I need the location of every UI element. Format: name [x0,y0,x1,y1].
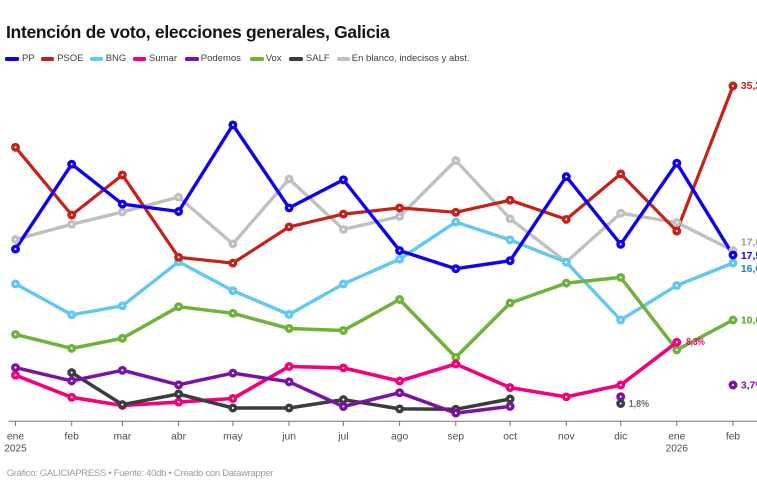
svg-text:10,6%: 10,6% [741,316,757,327]
svg-text:dic: dic [614,432,627,443]
svg-text:16,6%: 16,6% [741,264,757,275]
svg-text:sep: sep [447,432,464,443]
svg-text:35,2%: 35,2% [741,81,757,92]
svg-text:nov: nov [558,432,575,443]
svg-text:oct: oct [503,432,517,443]
svg-text:8,3%: 8,3% [686,337,705,348]
svg-text:feb: feb [726,432,741,443]
svg-text:mar: mar [114,432,132,443]
svg-text:jun: jun [281,432,296,443]
svg-text:2026: 2026 [666,443,689,454]
svg-text:ene: ene [668,432,685,443]
svg-text:17,5%: 17,5% [741,251,757,262]
svg-text:ago: ago [391,432,408,443]
svg-text:1,8%: 1,8% [629,399,649,410]
svg-text:may: may [223,432,243,443]
svg-text:2025: 2025 [4,443,27,454]
svg-text:abr: abr [171,432,186,443]
svg-text:ene: ene [7,432,24,443]
svg-text:17,8: 17,8 [741,238,757,249]
svg-text:jul: jul [337,432,348,443]
svg-text:3,7%: 3,7% [741,381,757,392]
svg-text:feb: feb [65,432,80,443]
